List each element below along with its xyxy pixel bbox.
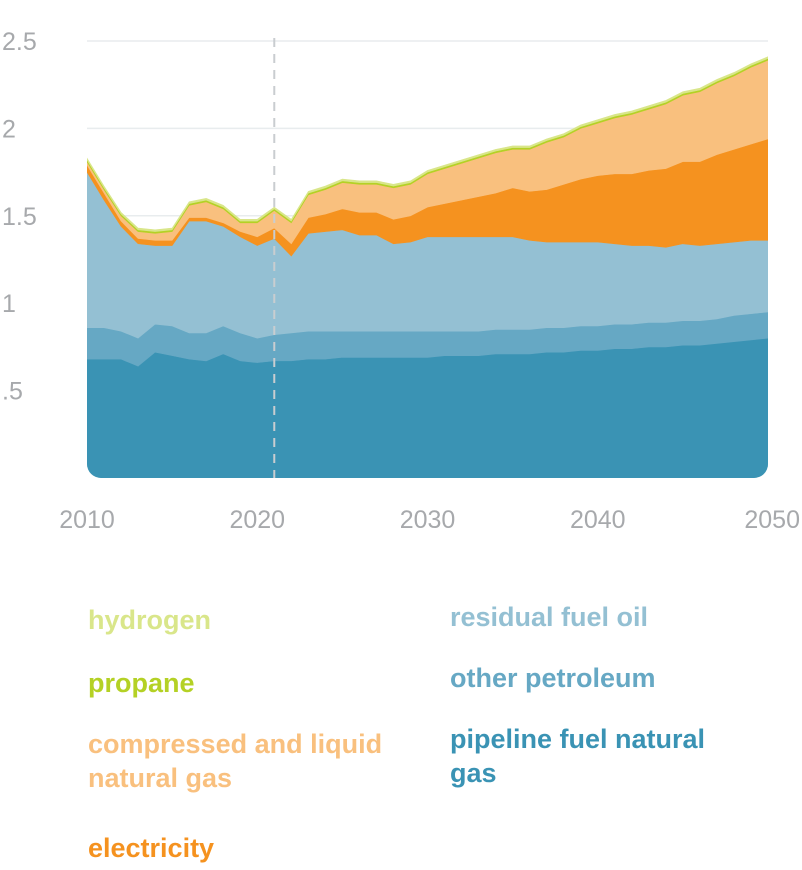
x-tick-label: 2040	[570, 506, 626, 534]
legend-item-pipeline-fuel-natural-gas: pipeline fuel natural gas	[450, 724, 706, 788]
legend-item-propane: propane	[88, 668, 195, 698]
legend-item-other-petroleum: other petroleum	[450, 663, 656, 693]
legend-item-hydrogen: hydrogen	[88, 605, 212, 635]
area-hydrogen	[87, 56, 768, 232]
x-tick-label: 2020	[229, 506, 285, 534]
y-tick-label: 1	[2, 290, 16, 318]
y-tick-label: 1.5	[2, 203, 37, 231]
stacked-area-chart: .5 1 1.5 2 2.5 2010 2020 2030 2040 2050	[2, 28, 800, 534]
x-tick-label: 2050	[744, 506, 800, 534]
y-tick-label: 2	[2, 115, 16, 143]
x-tick-label: 2030	[400, 506, 456, 534]
legend-item-residual-fuel-oil: residual fuel oil	[450, 602, 649, 632]
x-axis-ticks: 2010 2020 2030 2040 2050	[59, 506, 800, 534]
y-tick-label: .5	[2, 378, 23, 406]
legend-item-electricity: electricity	[88, 833, 215, 863]
y-axis-ticks: .5 1 1.5 2 2.5	[2, 28, 37, 406]
area-layers	[87, 56, 768, 478]
legend-item-compressed-and-liquid-natural-gas: compressed and liquid natural gas	[88, 729, 383, 793]
x-tick-label: 2010	[59, 506, 115, 534]
y-tick-label: 2.5	[2, 28, 37, 56]
